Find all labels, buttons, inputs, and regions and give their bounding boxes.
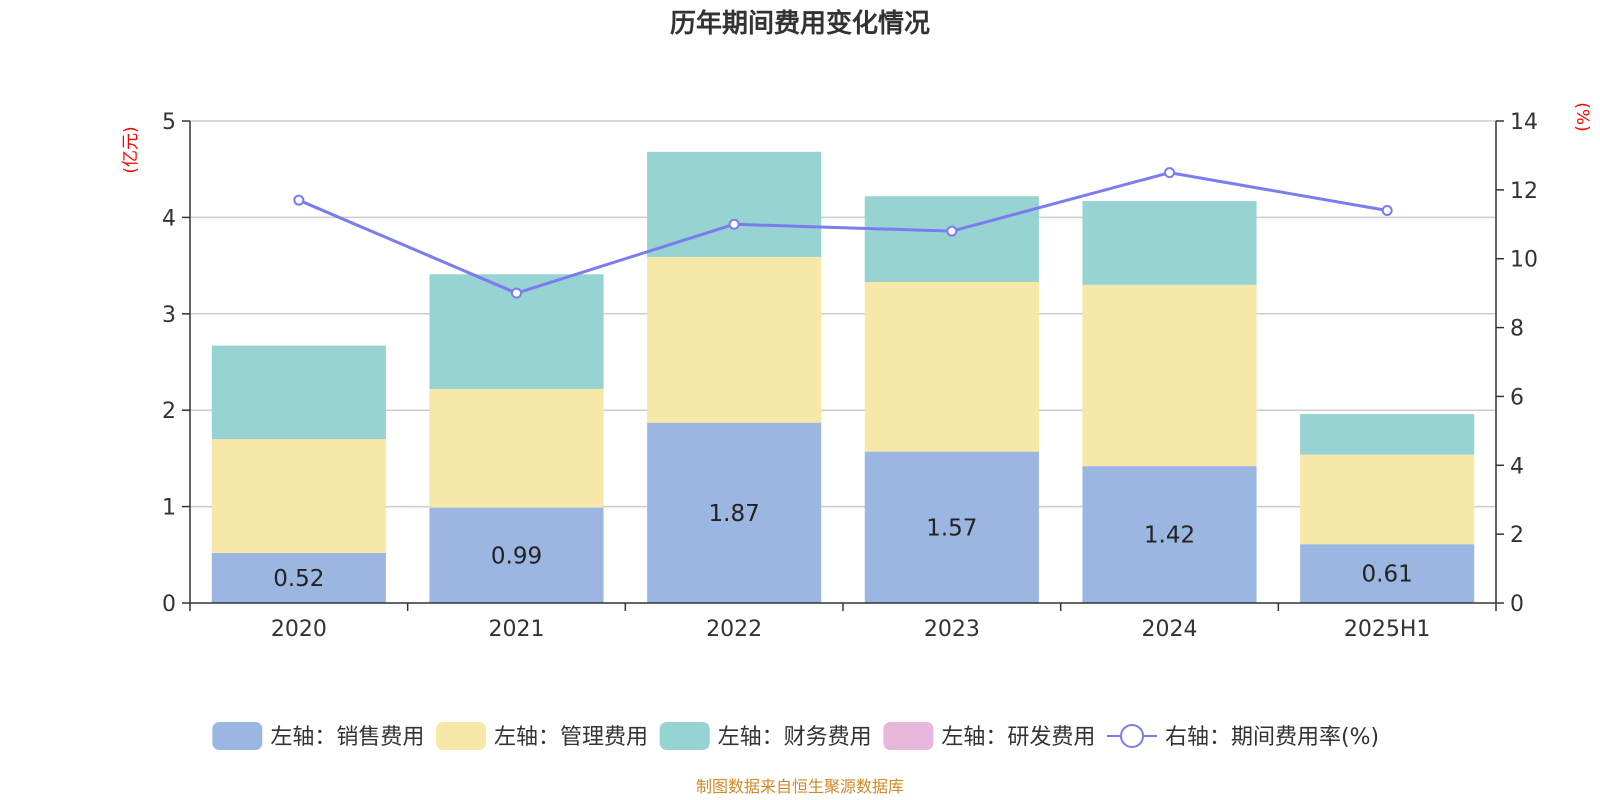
- bar-segment[interactable]: [864, 281, 1039, 452]
- rate-point[interactable]: [293, 194, 305, 206]
- data-labels: 0.52 0.99 1.87 1.57 1.42 0.61: [273, 501, 1413, 592]
- bar-segment[interactable]: [1300, 414, 1475, 455]
- legend-color-swatch: [659, 722, 710, 750]
- left-tick-label: 2: [162, 399, 176, 424]
- axes: 2020 2021 2022 2023 2024 2025H101234502468101…: [162, 110, 1538, 642]
- legend-color-swatch: [436, 722, 486, 750]
- legend-label: 左轴：财务费用: [718, 725, 872, 750]
- x-tick-label: 2024: [1142, 617, 1198, 642]
- bar-segment[interactable]: [211, 439, 386, 553]
- bar-data-label: 1.57: [926, 515, 977, 541]
- bar-segment[interactable]: [647, 256, 822, 423]
- legend[interactable]: 左轴：销售费用 左轴：管理费用 左轴：财务费用 左轴：研发费用 右轴：期间费用率(%): [212, 722, 1379, 750]
- legend-item[interactable]: 左轴：管理费用: [436, 722, 648, 750]
- bar-segment[interactable]: [1300, 454, 1475, 545]
- bar-segment[interactable]: [647, 151, 822, 257]
- x-tick-label: 2025H1: [1344, 617, 1431, 642]
- right-tick-label: 2: [1510, 523, 1524, 548]
- chart-title: 历年期间费用变化情况: [670, 8, 930, 39]
- stacked-bars: [211, 151, 1475, 603]
- legend-item[interactable]: 左轴：财务费用: [659, 722, 872, 750]
- bar-segment[interactable]: [1082, 284, 1257, 467]
- left-tick-label: 0: [162, 592, 176, 617]
- right-tick-label: 10: [1510, 248, 1538, 273]
- bar-segment[interactable]: [211, 552, 386, 603]
- rate-line: [298, 171, 1388, 295]
- legend-marker-swatch: [1120, 724, 1145, 748]
- left-axis-unit-label: (亿元): [121, 126, 141, 173]
- legend-color-swatch: [883, 722, 934, 750]
- right-tick-label: 12: [1510, 179, 1538, 204]
- legend-item[interactable]: 右轴：期间费用率(%): [1107, 724, 1379, 750]
- right-tick-label: 14: [1510, 110, 1538, 135]
- left-tick-label: 5: [162, 110, 176, 135]
- bar-segment[interactable]: [864, 451, 1039, 603]
- expense-rate-line: [293, 167, 1393, 299]
- x-tick-label: 2021: [489, 617, 545, 642]
- rate-point[interactable]: [511, 287, 522, 299]
- bar-segment[interactable]: [647, 422, 822, 603]
- x-tick-label: 2022: [706, 617, 762, 642]
- grid-lines: [190, 120, 1496, 508]
- bar-data-label: 0.52: [273, 566, 324, 592]
- bar-data-label: 1.42: [1144, 523, 1195, 549]
- data-source-note: 制图数据来自恒生聚源数据库: [696, 777, 904, 796]
- left-tick-label: 4: [162, 206, 176, 231]
- right-axis-unit-label: (%): [1572, 102, 1592, 131]
- bar-segment[interactable]: [211, 345, 386, 440]
- bar-data-label: 0.99: [491, 543, 542, 569]
- right-tick-label: 8: [1510, 317, 1524, 342]
- legend-label: 左轴：研发费用: [941, 725, 1095, 750]
- rate-point[interactable]: [1381, 205, 1393, 217]
- bar-data-label: 1.87: [709, 501, 760, 527]
- right-tick-label: 4: [1510, 454, 1524, 479]
- rate-point[interactable]: [1164, 167, 1175, 179]
- rate-point[interactable]: [728, 218, 740, 230]
- right-tick-label: 6: [1510, 385, 1524, 410]
- legend-item[interactable]: 左轴：销售费用: [212, 722, 424, 750]
- bar-data-label: 0.61: [1362, 562, 1413, 588]
- legend-item[interactable]: 左轴：研发费用: [883, 722, 1095, 750]
- left-tick-label: 3: [162, 303, 176, 328]
- legend-label: 右轴：期间费用率(%): [1165, 725, 1379, 750]
- rate-point[interactable]: [946, 225, 958, 237]
- x-tick-label: 2023: [924, 617, 980, 642]
- bar-segment[interactable]: [429, 507, 604, 603]
- x-tick-label: 2020: [271, 617, 327, 642]
- legend-label: 左轴：管理费用: [494, 725, 648, 750]
- bar-segment[interactable]: [429, 388, 604, 508]
- right-tick-label: 0: [1510, 592, 1524, 617]
- legend-color-swatch: [212, 722, 263, 750]
- bar-segment[interactable]: [1082, 466, 1257, 603]
- left-tick-label: 1: [162, 496, 176, 521]
- legend-label: 左轴：销售费用: [270, 725, 424, 750]
- bar-segment[interactable]: [864, 196, 1039, 282]
- bar-segment[interactable]: [1082, 201, 1257, 285]
- bar-segment[interactable]: [1300, 544, 1475, 603]
